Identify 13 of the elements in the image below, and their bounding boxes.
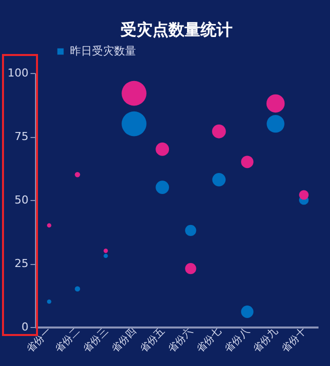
x-tick-label: 省份十 xyxy=(278,325,309,355)
x-tick-label: 省份二 xyxy=(52,325,82,355)
y-tick-label: 0 xyxy=(22,320,28,334)
legend-label: 昨日受灾数量 xyxy=(70,44,136,58)
y-tick-label: 100 xyxy=(8,66,28,80)
x-tick-label: 省份八 xyxy=(222,325,252,355)
y-tick-label: 75 xyxy=(14,130,28,143)
x-tick-label: 省份七 xyxy=(194,325,224,355)
chart-title: 受灾点数量统计 xyxy=(120,20,232,39)
x-tick-label: 省份六 xyxy=(166,325,196,355)
x-tick-label: 省份九 xyxy=(250,325,280,355)
y-tick-label: 50 xyxy=(14,194,28,206)
y-tick-label: 25 xyxy=(14,257,28,270)
